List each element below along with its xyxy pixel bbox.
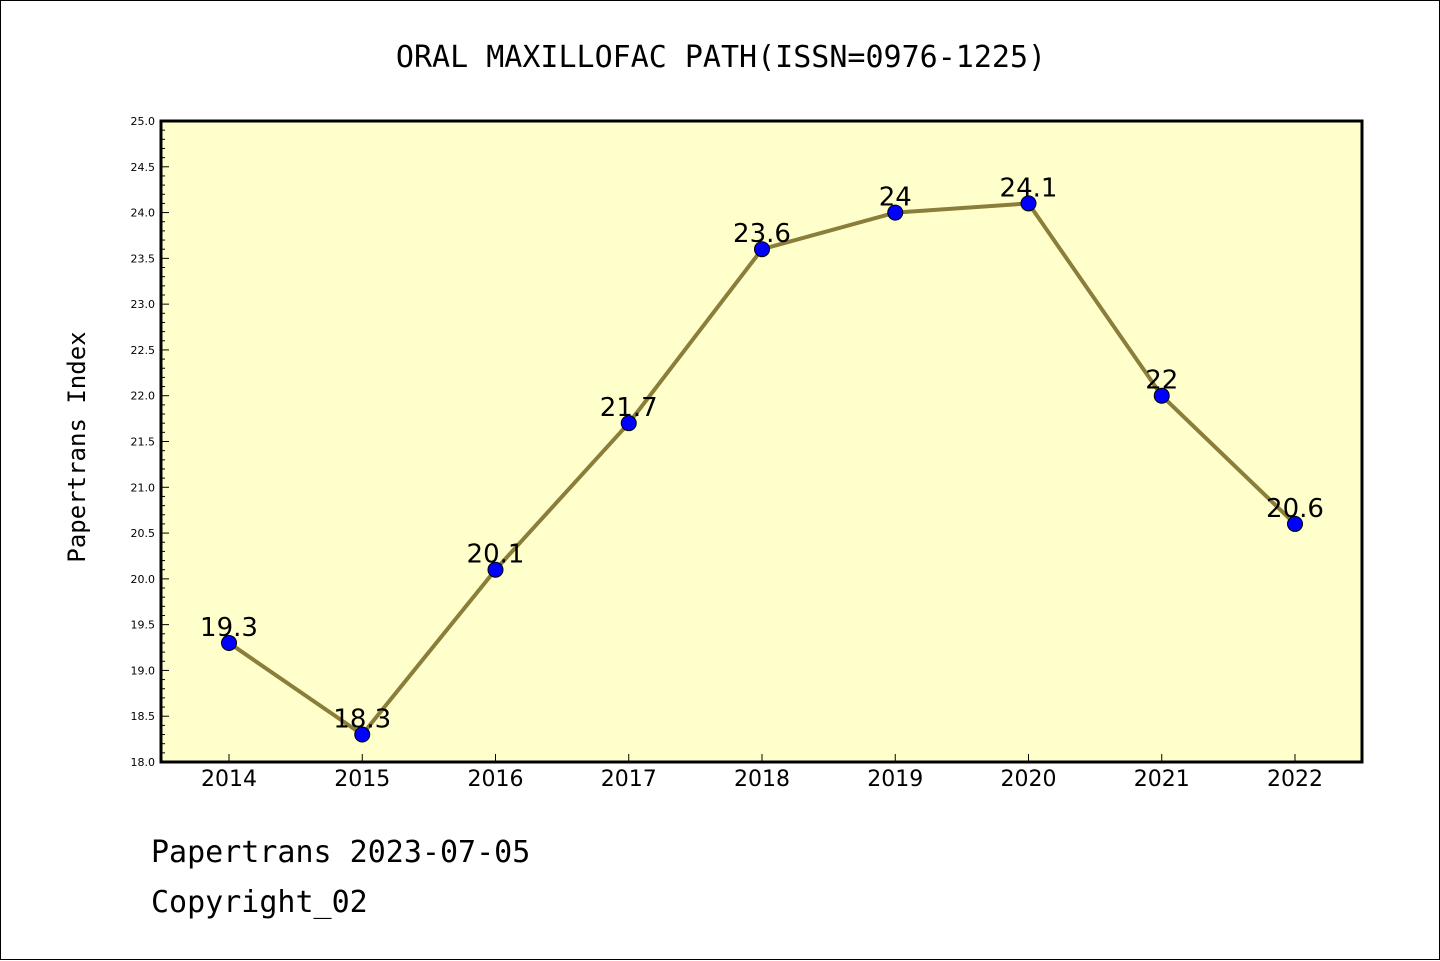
y-tick-label: 18.5: [131, 710, 156, 723]
x-tick-label: 2022: [1267, 767, 1323, 792]
data-label: 18.3: [333, 705, 391, 735]
plot-border: [159, 119, 1364, 764]
y-axis-label: Papertrans Index: [63, 331, 91, 562]
y-tick-label: 19.0: [131, 664, 156, 677]
data-point: [754, 241, 770, 258]
data-label: 19.3: [200, 613, 258, 643]
data-label: 20.1: [467, 540, 525, 570]
y-tick-label: 20.0: [131, 573, 156, 586]
x-tick-label: 2015: [334, 767, 390, 792]
x-tick-label: 2017: [601, 767, 657, 792]
plot-area: [161, 121, 1362, 762]
y-tick-label: 22.5: [131, 344, 156, 357]
data-label: 21.7: [600, 393, 658, 423]
y-tick-label: 24.0: [131, 207, 156, 220]
axis-ticks: 18.0 18.5 19.0 19.5 20.0 20.5 21.0 21.5 22.0 22.5…: [131, 115, 1324, 792]
x-tick-label: 2018: [734, 767, 790, 792]
x-tick-label: 2019: [867, 767, 923, 792]
data-label: 24: [879, 183, 912, 213]
chart-title: ORAL MAXILLOFAC PATH(ISSN=0976-1225): [396, 40, 1046, 75]
y-tick-label: 18.0: [131, 756, 156, 769]
x-tick-label: 2016: [468, 767, 524, 792]
data-point: [1287, 515, 1303, 532]
data-point: [620, 415, 637, 432]
x-tick-label: 2014: [201, 767, 257, 792]
y-tick-label: 24.5: [131, 161, 156, 174]
data-point: [1020, 195, 1037, 212]
y-tick-label: 21.5: [131, 436, 156, 449]
data-point: [487, 561, 504, 578]
data-point: [887, 204, 904, 221]
y-tick-label: 20.5: [131, 527, 156, 540]
data-label: 23.6: [733, 219, 791, 249]
data-label: 24.1: [1000, 173, 1058, 203]
y-tick-label: 19.5: [131, 619, 156, 632]
footer-copyright: Copyright_02: [151, 885, 368, 920]
x-tick-label: 2021: [1134, 767, 1190, 792]
data-point: [1153, 387, 1170, 404]
data-point: [221, 634, 237, 651]
footer-date: Papertrans 2023-07-05: [151, 835, 531, 870]
data-label: 20.6: [1266, 494, 1324, 524]
series-layer: 19.3 18.3 20.1 21.7 23.6 24 24.1 22 20.6: [200, 173, 1324, 743]
y-tick-label: 25.0: [131, 115, 156, 128]
data-point: [354, 726, 371, 743]
y-tick-label: 22.0: [131, 390, 156, 403]
x-tick-label: 2020: [1001, 767, 1057, 792]
y-tick-label: 23.0: [131, 298, 156, 311]
y-tick-label: 23.5: [131, 252, 156, 265]
data-label: 22: [1145, 366, 1178, 396]
y-tick-label: 21.0: [131, 481, 156, 494]
